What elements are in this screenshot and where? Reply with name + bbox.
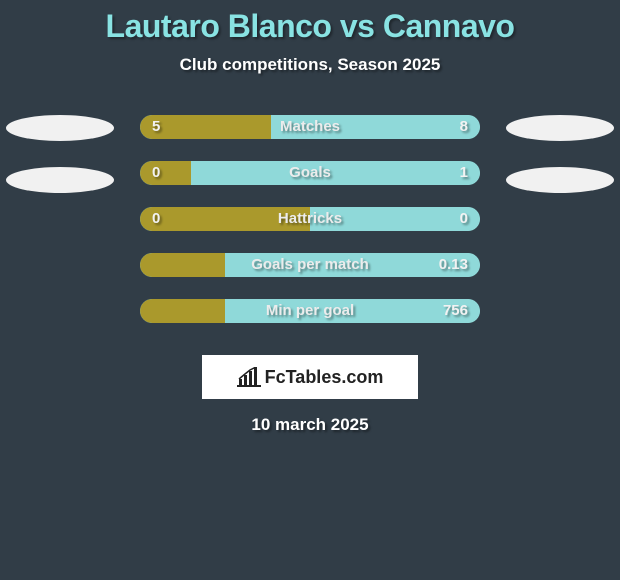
- page-title: Lautaro Blanco vs Cannavo: [0, 0, 620, 45]
- right-value: 756: [443, 299, 468, 323]
- stat-row-matches: 5 Matches 8: [0, 115, 620, 161]
- stat-label: Goals: [140, 161, 480, 185]
- stat-label: Goals per match: [140, 253, 480, 277]
- brand-text: FcTables.com: [265, 367, 384, 388]
- stat-row-goals: 0 Goals 1: [0, 161, 620, 207]
- stat-label: Min per goal: [140, 299, 480, 323]
- right-value: 0: [460, 207, 468, 231]
- brand-badge: FcTables.com: [202, 355, 418, 399]
- stat-label: Matches: [140, 115, 480, 139]
- right-value: 1: [460, 161, 468, 185]
- stat-row-gpm: Goals per match 0.13: [0, 253, 620, 299]
- subtitle: Club competitions, Season 2025: [0, 45, 620, 75]
- right-value: 8: [460, 115, 468, 139]
- right-value: 0.13: [439, 253, 468, 277]
- stat-row-mpg: Min per goal 756: [0, 299, 620, 345]
- stat-row-hattricks: 0 Hattricks 0: [0, 207, 620, 253]
- date-line: 10 march 2025: [0, 399, 620, 435]
- chart-icon: [237, 367, 261, 387]
- stat-label: Hattricks: [140, 207, 480, 231]
- compare-chart: 5 Matches 8 0 Goals 1 0 Hattricks 0 Goal…: [0, 115, 620, 399]
